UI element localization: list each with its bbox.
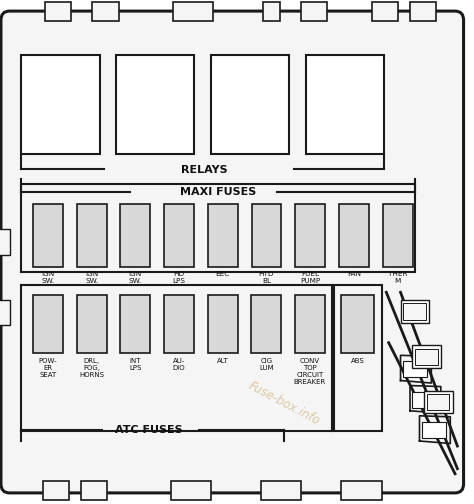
Bar — [403, 303, 426, 320]
Bar — [372, 2, 398, 21]
Text: AU-
DIO: AU- DIO — [173, 358, 185, 371]
Text: FUEL
PUMP: FUEL PUMP — [300, 271, 320, 284]
Bar — [251, 295, 281, 353]
Text: ALT: ALT — [217, 358, 228, 364]
Bar — [164, 295, 194, 353]
Bar — [301, 2, 327, 21]
Bar — [77, 295, 107, 353]
Text: IGN
SW.: IGN SW. — [129, 271, 142, 284]
Bar — [334, 285, 382, 431]
Bar — [295, 204, 325, 267]
Bar — [306, 55, 384, 154]
Text: EEC: EEC — [216, 271, 230, 277]
Bar — [173, 2, 213, 21]
Text: DRL,
FOG,
HORNS: DRL, FOG, HORNS — [79, 358, 104, 378]
Bar — [21, 55, 100, 154]
Bar — [427, 394, 449, 410]
Bar — [0, 300, 10, 325]
Text: HTD
BL: HTD BL — [259, 271, 274, 284]
Text: POW-
ER
SEAT: POW- ER SEAT — [38, 358, 57, 378]
Bar — [0, 229, 10, 255]
Bar — [261, 481, 301, 500]
Bar — [424, 391, 453, 413]
Bar — [208, 204, 237, 267]
Bar — [339, 204, 369, 267]
Text: CONV
TOP
CIRCUIT
BREAKER: CONV TOP CIRCUIT BREAKER — [294, 358, 326, 385]
Text: Fuse-box.info: Fuse-box.info — [246, 379, 322, 427]
Text: FAN: FAN — [347, 271, 361, 277]
Bar — [295, 295, 325, 353]
Bar — [208, 295, 237, 353]
Bar — [415, 349, 438, 365]
Bar — [43, 481, 69, 500]
Text: RELAYS: RELAYS — [181, 165, 227, 175]
Bar — [412, 392, 436, 408]
Text: ATC FUSES: ATC FUSES — [116, 425, 183, 435]
Bar — [211, 55, 289, 154]
Text: IGN
SW.: IGN SW. — [41, 271, 55, 284]
Bar — [410, 2, 436, 21]
Bar — [341, 295, 374, 353]
Bar — [171, 481, 211, 500]
Text: HORN
RELAY: HORN RELAY — [137, 94, 173, 115]
Bar — [383, 204, 412, 267]
Bar — [263, 2, 280, 21]
Text: CIG
LUM: CIG LUM — [259, 358, 273, 371]
Bar — [116, 55, 194, 154]
Bar — [77, 204, 107, 267]
Bar — [164, 204, 194, 267]
Bar — [21, 184, 415, 272]
Text: FOG
LAMPS
RELAY: FOG LAMPS RELAY — [325, 88, 365, 121]
Text: STARTER
RELAY: STARTER RELAY — [224, 94, 276, 115]
Text: INT
LPS: INT LPS — [129, 358, 141, 371]
Bar — [401, 300, 429, 323]
Bar — [412, 345, 441, 368]
Bar — [92, 2, 118, 21]
Bar — [120, 204, 150, 267]
Bar — [120, 295, 150, 353]
Bar — [45, 2, 71, 21]
Bar — [252, 204, 282, 267]
Text: IGN
SW.: IGN SW. — [85, 271, 98, 284]
Text: MAXI FUSES: MAXI FUSES — [180, 187, 256, 197]
Text: THER
M: THER M — [388, 271, 407, 284]
Bar — [81, 481, 107, 500]
FancyBboxPatch shape — [1, 11, 464, 493]
Text: HD
LPS: HD LPS — [173, 271, 185, 284]
Bar — [341, 481, 382, 500]
Bar — [422, 422, 446, 438]
Bar — [33, 295, 63, 353]
Bar — [403, 361, 427, 377]
Bar — [33, 204, 63, 267]
Text: ABS: ABS — [351, 358, 365, 364]
